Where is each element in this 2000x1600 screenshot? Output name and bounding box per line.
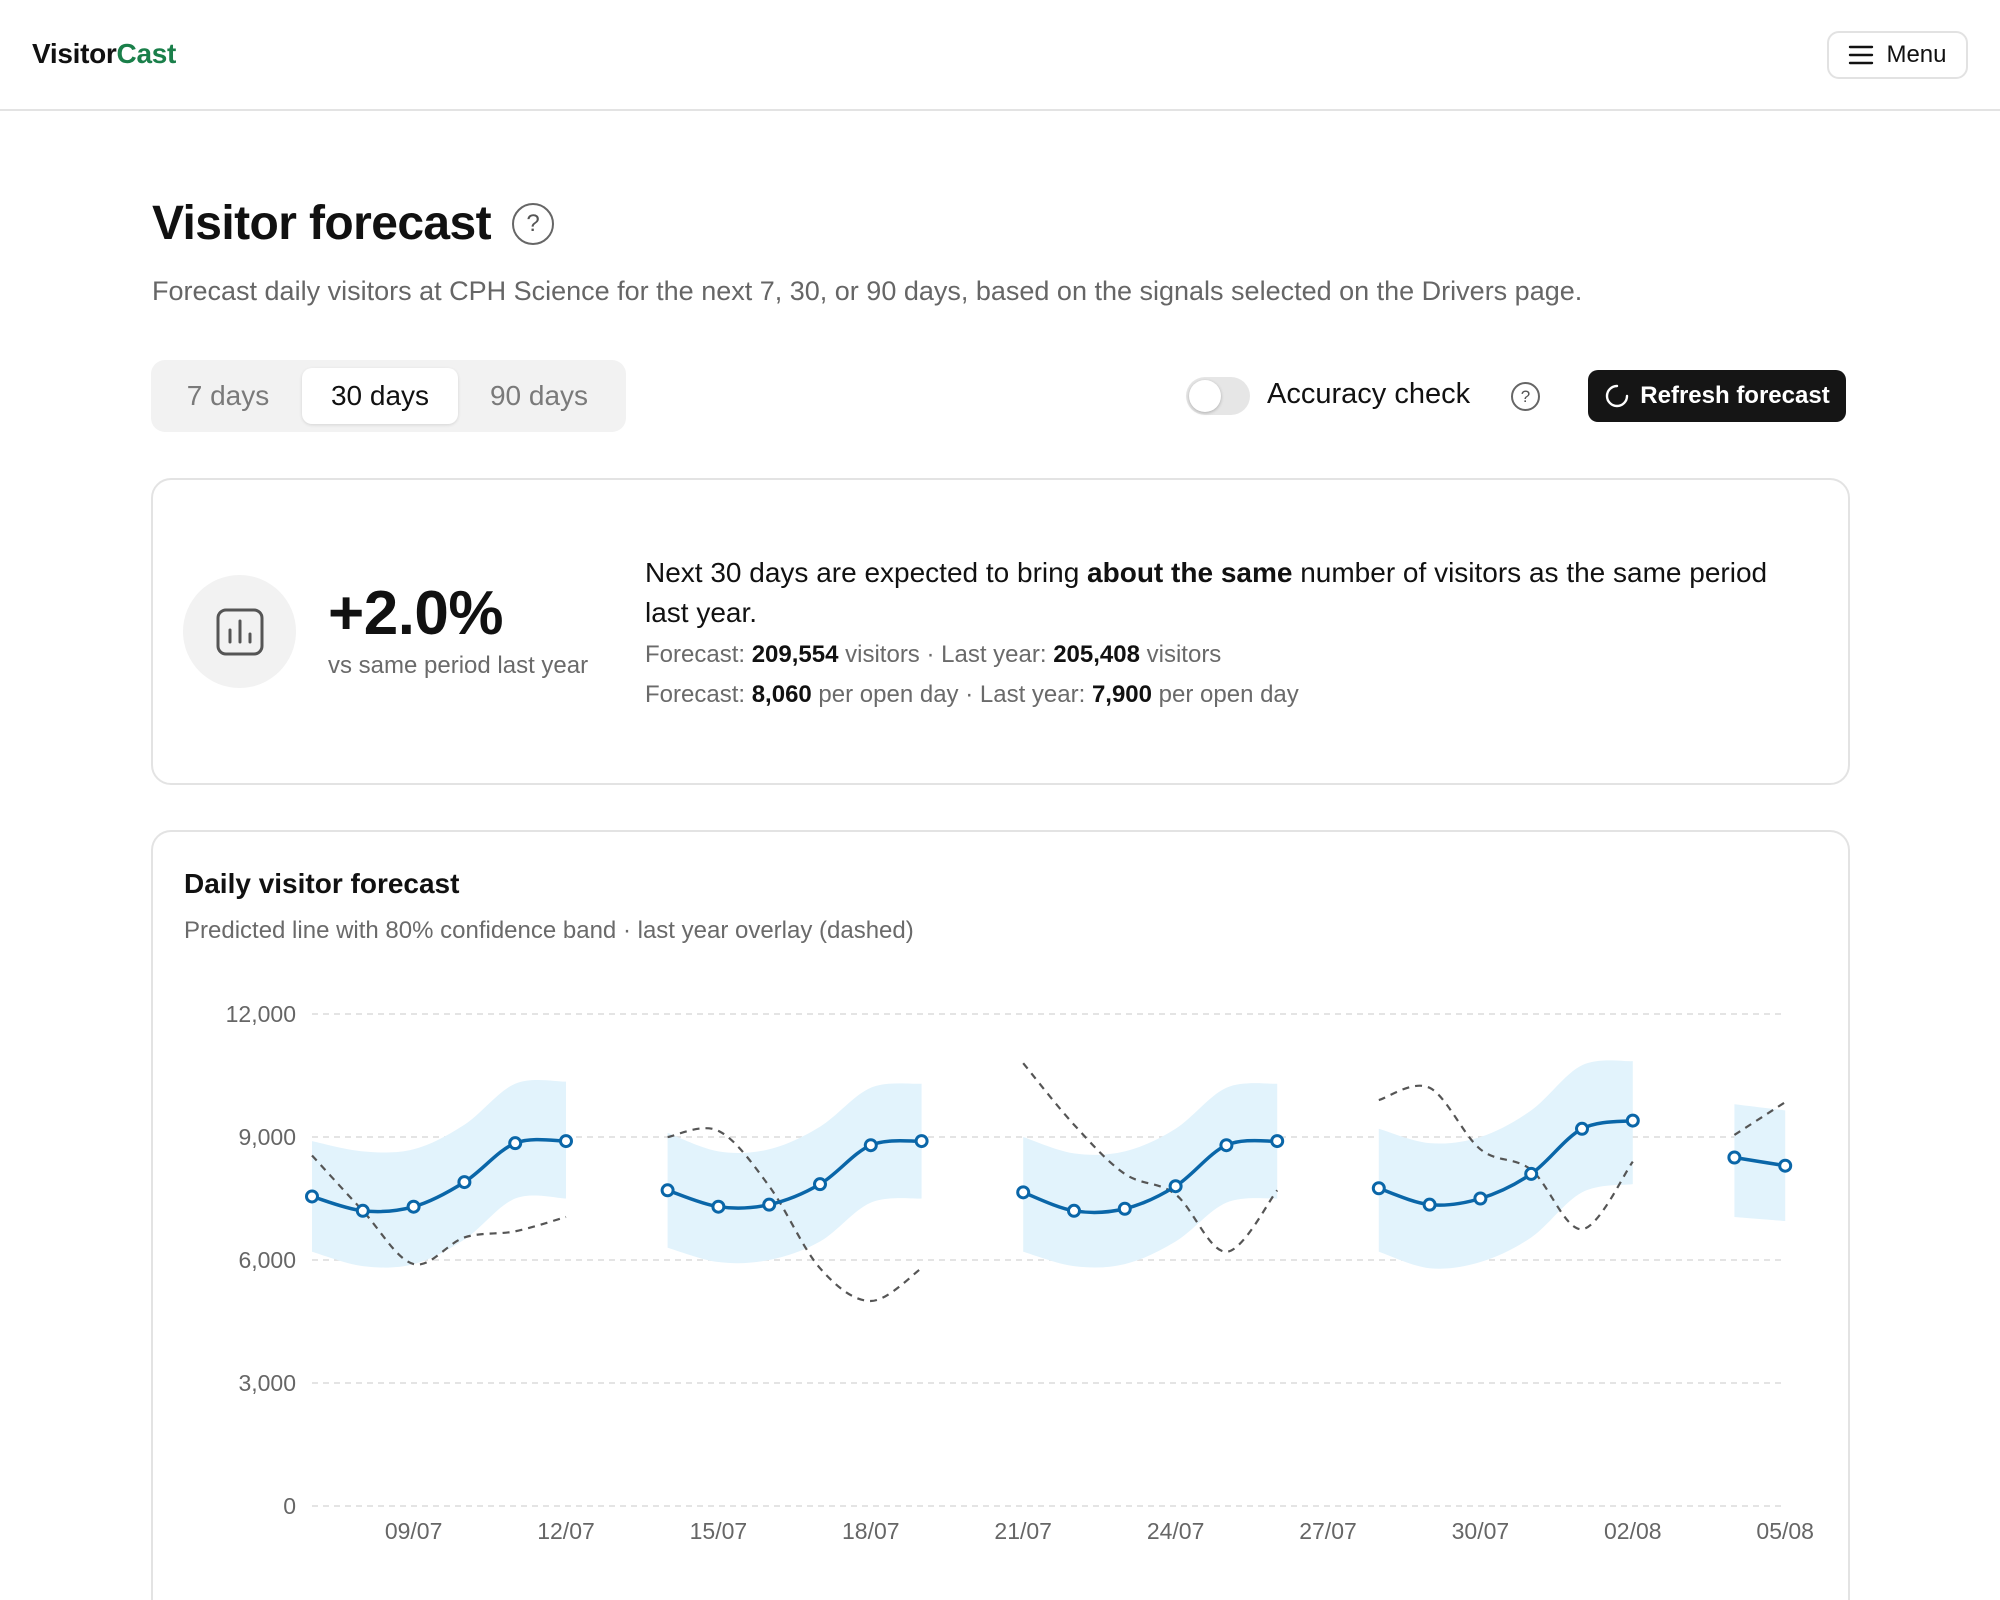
last-year-line <box>1022 1062 1279 1253</box>
x-tick-label: 30/07 <box>1452 1518 1510 1544</box>
y-tick-label: 3,000 <box>238 1370 296 1396</box>
x-tick-label: 27/07 <box>1299 1518 1357 1544</box>
forecast-total: 209,554 <box>751 641 839 668</box>
confidence-band <box>667 1083 922 1264</box>
confidence-band <box>312 1079 566 1268</box>
confidence-band <box>1023 1083 1278 1268</box>
forecast-point <box>1067 1203 1081 1218</box>
forecast-point <box>1270 1134 1285 1149</box>
range-selector: 7 days 30 days 90 days <box>151 360 626 432</box>
chart-title: Daily visitor forecast <box>184 868 460 899</box>
forecast-point <box>863 1138 878 1153</box>
y-tick-label: 9,000 <box>238 1124 296 1150</box>
change-percentage: +2.0% <box>328 579 504 648</box>
forecast-point <box>1524 1166 1539 1181</box>
forecast-point <box>1219 1138 1234 1153</box>
x-tick-label: 24/07 <box>1147 1518 1205 1544</box>
forecast-point <box>1371 1181 1386 1196</box>
y-tick-label: 0 <box>283 1493 296 1519</box>
forecast-point <box>508 1136 523 1151</box>
last-year-line <box>667 1127 923 1303</box>
forecast-point <box>406 1199 421 1214</box>
change-caption: vs same period last year <box>328 652 589 679</box>
page-title: Visitor forecast <box>152 197 492 250</box>
forecast-point <box>305 1189 319 1204</box>
forecast-point <box>1016 1185 1031 1200</box>
last-year-per-day: 7,900 <box>1091 681 1152 708</box>
page-subtitle: Forecast daily visitors at CPH Science f… <box>152 276 1583 306</box>
forecast-point <box>813 1177 827 1192</box>
summary-sentence: Next 30 days are expected to bring about… <box>645 557 1768 628</box>
last-year-total: 205,408 <box>1053 641 1140 668</box>
forecast-point <box>660 1183 675 1198</box>
forecast-point <box>1117 1201 1132 1216</box>
confidence-band <box>1378 1060 1633 1269</box>
brand-name-part2: Cast <box>116 38 177 69</box>
summary-emphasis: about the same <box>1087 557 1293 588</box>
y-tick-label: 12,000 <box>226 1001 296 1027</box>
forecast-chart: 0 3,000 6,000 9,000 12,000 09/07 12/07 15/07 18/… <box>226 1001 1814 1544</box>
x-tick-label: 21/07 <box>994 1518 1052 1544</box>
per-day-line: Forecast: 8,060 per open day · Last year… <box>645 681 1299 708</box>
top-bar: VisitorCast Menu <box>0 0 2000 111</box>
forecast-per-day: 8,060 <box>751 681 812 708</box>
forecast-point <box>762 1197 777 1212</box>
x-tick-label: 09/07 <box>385 1518 443 1544</box>
totals-line: Forecast: 209,554 visitors · Last year: … <box>645 641 1222 668</box>
forecast-point <box>1575 1121 1589 1136</box>
last-year-line <box>1378 1084 1634 1231</box>
accuracy-check-toggle[interactable] <box>1186 377 1250 415</box>
forecast-point <box>711 1199 726 1214</box>
forecast-point <box>1727 1150 1742 1165</box>
help-icon[interactable]: ? <box>512 203 554 245</box>
forecast-point <box>1625 1113 1640 1128</box>
range-7-days-button[interactable]: 7 days <box>186 380 270 411</box>
menu-button[interactable]: Menu <box>1827 31 1968 79</box>
forecast-point <box>457 1175 472 1190</box>
forecast-point <box>1778 1158 1793 1173</box>
refresh-forecast-button[interactable]: Refresh forecast <box>1588 370 1846 422</box>
forecast-point <box>1422 1197 1437 1212</box>
brand-name-part1: Visitor <box>32 38 117 69</box>
range-90-days-button[interactable]: 90 days <box>489 380 589 411</box>
bar-chart-icon <box>216 608 263 655</box>
accuracy-check-label: Accuracy check <box>1267 378 1471 410</box>
forecast-point <box>1168 1179 1183 1194</box>
x-tick-label: 12/07 <box>537 1518 595 1544</box>
range-30-days-button[interactable]: 30 days <box>302 368 458 424</box>
x-tick-label: 05/08 <box>1756 1518 1814 1544</box>
menu-label: Menu <box>1886 41 1947 68</box>
summary-icon-badge <box>183 575 296 688</box>
forecast-point <box>559 1134 573 1149</box>
accuracy-help-icon[interactable]: ? <box>1511 382 1540 411</box>
last-year-line <box>1733 1101 1786 1136</box>
last-year-line <box>311 1154 567 1266</box>
forecast-point <box>355 1203 370 1218</box>
hamburger-icon <box>1849 45 1874 65</box>
refresh-forecast-label: Refresh forecast <box>1640 382 1830 409</box>
x-tick-label: 15/07 <box>690 1518 748 1544</box>
y-tick-label: 6,000 <box>238 1247 296 1273</box>
forecast-point <box>1473 1191 1488 1206</box>
forecast-point <box>914 1134 929 1149</box>
refresh-icon <box>1606 384 1629 408</box>
x-tick-label: 02/08 <box>1604 1518 1662 1544</box>
summary-card <box>151 478 1850 785</box>
chart-subtitle: Predicted line with 80% confidence band … <box>184 917 914 944</box>
toggle-knob <box>1189 380 1221 412</box>
brand-logo[interactable]: VisitorCast <box>32 38 176 70</box>
x-tick-label: 18/07 <box>842 1518 900 1544</box>
